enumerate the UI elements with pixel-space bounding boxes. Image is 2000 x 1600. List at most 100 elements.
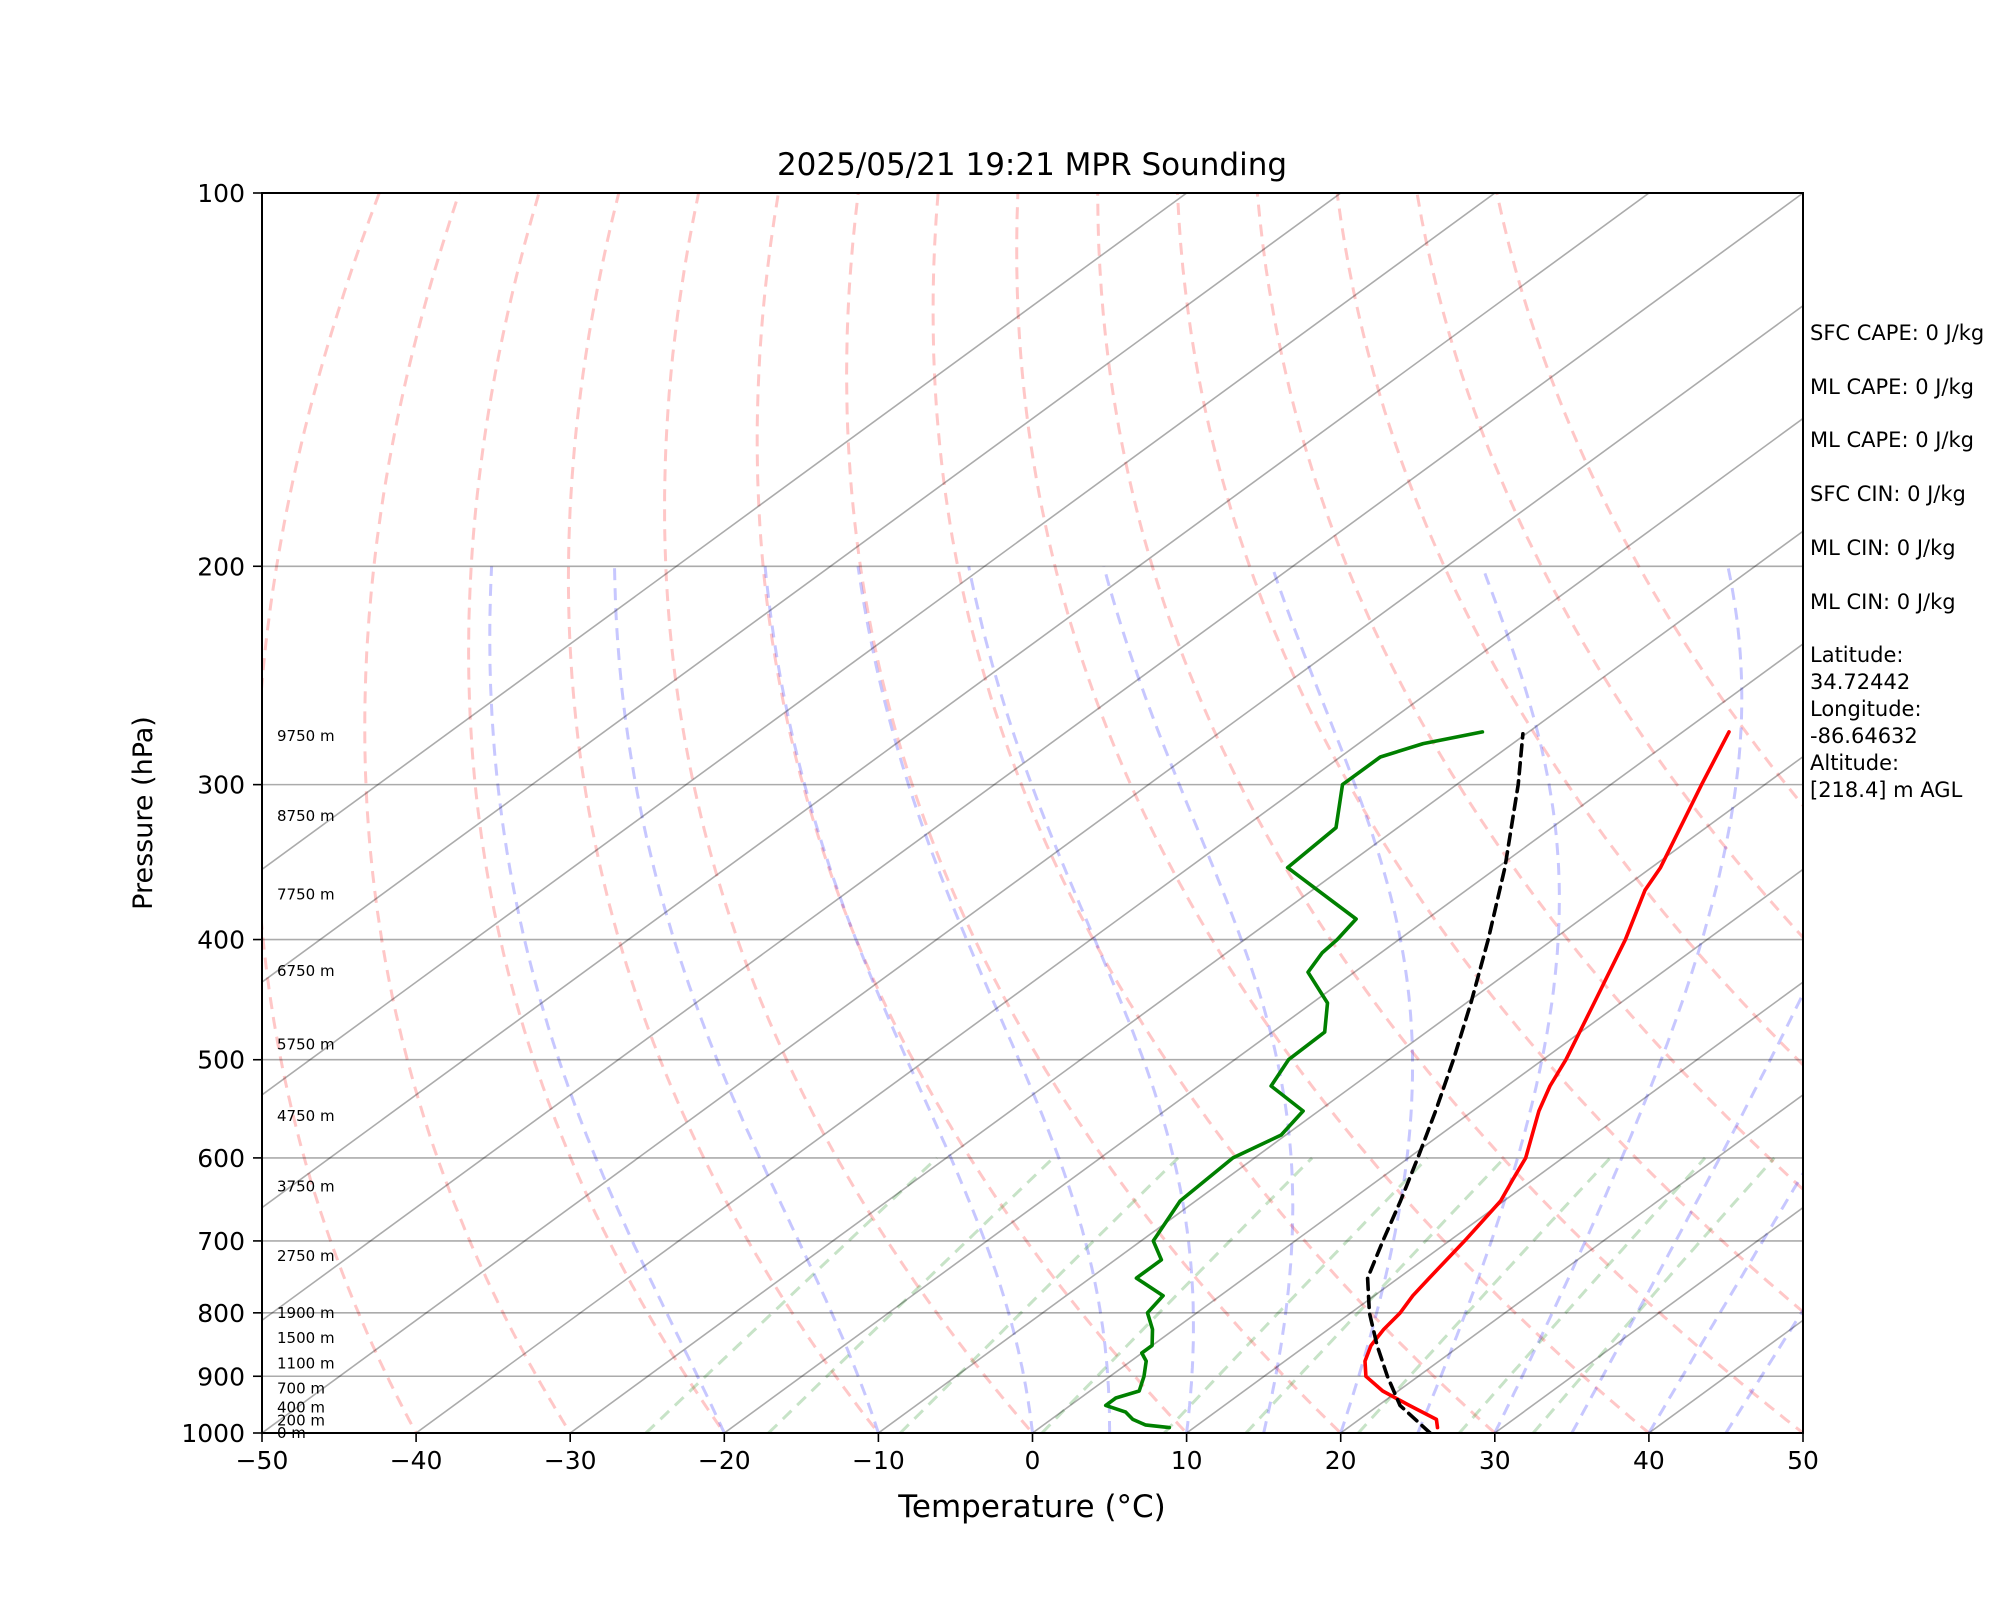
y-tick-label: 800: [197, 1299, 245, 1328]
height-label: 5750 m: [277, 1035, 335, 1053]
isotherm: [1339, 1093, 1803, 1433]
dry-adiabat: [566, 193, 881, 1433]
moist-adiabat: [488, 566, 726, 1433]
isotherm: [1647, 1319, 1803, 1433]
x-tick-label: −10: [852, 1446, 905, 1475]
x-tick-label: 30: [1479, 1446, 1511, 1475]
stat-text: SFC CIN: 0 J/kg: [1810, 482, 1966, 507]
height-label: 4750 m: [277, 1107, 335, 1125]
mixing-ratio-line: [899, 1156, 1180, 1433]
isotherm: [568, 530, 1803, 1433]
moist-adiabat: [1102, 565, 1295, 1433]
dry-adiabat: [663, 193, 1035, 1433]
moist-adiabat: [1270, 565, 1415, 1433]
dry-adiabat: [363, 193, 572, 1433]
height-label: 7750 m: [277, 886, 335, 904]
pressure-grid: [262, 193, 1803, 1433]
dry-adiabat: [931, 193, 1498, 1433]
dry-adiabat: [1096, 193, 1803, 1433]
reference-lines: [262, 193, 1803, 1433]
series-group: [1103, 730, 1731, 1433]
mixing-ratio-line: [1532, 1156, 1776, 1433]
moist-adiabat: [613, 566, 880, 1433]
dry-adiabat: [845, 193, 1343, 1433]
moist-adiabat: [763, 566, 1034, 1433]
isotherm: [262, 193, 1343, 984]
moist-adiabat: [1647, 1170, 1803, 1433]
mixing-ratio-line: [767, 1156, 1055, 1433]
isotherm: [414, 417, 1803, 1433]
height-label: 3750 m: [277, 1178, 335, 1196]
mixing-ratio-line: [1244, 1156, 1506, 1433]
isotherm: [262, 193, 1189, 871]
y-tick-label: 700: [197, 1227, 245, 1256]
stat-text: ML CIN: 0 J/kg: [1810, 589, 1956, 614]
y-axis: 100 200 300 400 500 600 700 800 900 1000: [181, 179, 262, 1448]
stat-text: Latitude: 34.72442: [1810, 643, 1911, 695]
isotherm: [1185, 981, 1803, 1433]
dry-adiabat: [1495, 193, 1803, 808]
dry-adiabat: [1335, 193, 1803, 1067]
x-tick-label: −20: [698, 1446, 751, 1475]
moist-adiabat: [856, 566, 1112, 1433]
isotherm: [262, 193, 1497, 1096]
moist-adiabat: [1570, 990, 1803, 1433]
series-line: [1365, 732, 1525, 1433]
y-tick-label: 100: [197, 179, 245, 208]
chart-title: 2025/05/21 19:21 MPR Sounding: [777, 147, 1287, 183]
height-label: 700 m: [277, 1380, 325, 1398]
height-label: 1500 m: [277, 1329, 335, 1347]
x-tick-label: −30: [544, 1446, 597, 1475]
height-label: 200 m: [277, 1411, 325, 1429]
dry-adiabat: [467, 193, 727, 1433]
isotherm: [1031, 868, 1803, 1433]
height-label: 9750 m: [277, 727, 335, 745]
height-label: 1100 m: [277, 1355, 335, 1373]
y-tick-label: 200: [197, 552, 245, 581]
x-tick-label: 10: [1171, 1446, 1203, 1475]
mixing-ratio-line: [1163, 1156, 1429, 1433]
dry-adiabat: [1255, 193, 1803, 1192]
dry-adiabat: [1015, 193, 1652, 1433]
isotherm: [262, 304, 1803, 1433]
y-tick-label: 600: [197, 1144, 245, 1173]
moist-adiabat: [1724, 1307, 1803, 1433]
moist-adiabat: [967, 566, 1195, 1433]
x-axis-label: Temperature (°C): [897, 1489, 1166, 1525]
stat-text: ML CAPE: 0 J/kg: [1810, 374, 1975, 399]
series-line: [1363, 730, 1731, 1430]
isotherm: [877, 755, 1803, 1433]
height-label: 2750 m: [277, 1247, 335, 1265]
stat-text: Longitude: -86.64632: [1810, 696, 1922, 748]
stat-text: Altitude: [218.4] m AGL: [1810, 750, 1963, 802]
mixing-ratio-line: [644, 1156, 938, 1433]
isotherm: [722, 642, 1803, 1433]
mixing-ratio-line: [1458, 1156, 1707, 1433]
x-tick-label: 0: [1025, 1446, 1041, 1475]
x-tick-label: −40: [390, 1446, 443, 1475]
y-tick-label: 300: [197, 771, 245, 800]
y-tick-label: 1000: [181, 1419, 245, 1448]
isotherm: [1493, 1206, 1803, 1433]
dry-adiabat: [1175, 193, 1803, 1314]
dry-adiabat: [1415, 193, 1803, 940]
moist-adiabat: [1416, 565, 1561, 1433]
height-label: 1900 m: [277, 1304, 335, 1322]
mixing-ratio-line: [1040, 1156, 1314, 1433]
y-axis-label: Pressure (hPa): [128, 716, 159, 910]
stat-text: ML CIN: 0 J/kg: [1810, 535, 1956, 560]
x-axis: −50 −40 −30 −20 −10 0 10 20 30 40 50: [236, 1433, 1819, 1475]
isotherm: [262, 193, 1651, 1209]
height-label: 6750 m: [277, 962, 335, 980]
x-tick-label: 20: [1325, 1446, 1357, 1475]
y-tick-label: 900: [197, 1362, 245, 1391]
series-line: [1103, 730, 1485, 1430]
stat-text: ML CAPE: 0 J/kg: [1810, 428, 1975, 453]
y-tick-label: 400: [197, 926, 245, 955]
stat-text: SFC CAPE: 0 J/kg: [1810, 321, 1985, 345]
height-label: 400 m: [277, 1399, 325, 1417]
y-tick-label: 500: [197, 1046, 245, 1075]
dry-adiabat: [755, 193, 1189, 1433]
